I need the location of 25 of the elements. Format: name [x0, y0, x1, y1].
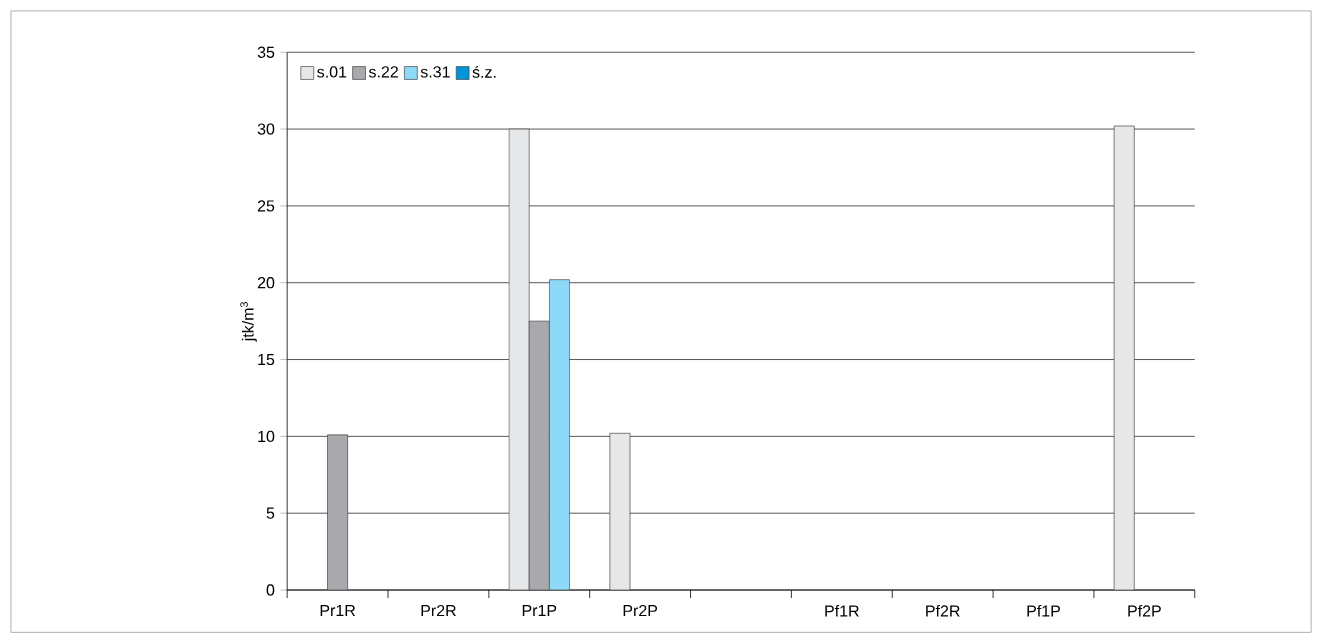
x-tick-label: Pf2P [1128, 604, 1161, 617]
y-tick-label: 15 [258, 353, 275, 365]
legend-label: s.31 [420, 66, 450, 78]
legend-label: s.01 [317, 66, 347, 78]
legend-label: ś.z. [472, 65, 496, 78]
y-tick-label: 20 [257, 276, 275, 289]
y-tick-label: 25 [257, 200, 275, 212]
x-tick-label: Pf1R [825, 604, 859, 617]
y-tick-label: 35 [257, 46, 275, 58]
y-tick-label: 5 [266, 507, 275, 519]
y-axis-title: jtk/m$^{3}$ [240, 301, 257, 342]
y-tick-label: 0 [266, 584, 275, 596]
bar [327, 434, 349, 590]
x-tick-label: Pf1P [1027, 604, 1060, 617]
x-tick-label: Pr1P [522, 604, 557, 616]
y-tick-label: 30 [257, 123, 275, 135]
bar [528, 320, 550, 590]
x-tick-label: Pr2P [623, 604, 658, 616]
x-tick-label: Pr2R [421, 604, 456, 616]
bar [1113, 125, 1135, 590]
x-tick-label: Pf2R [926, 604, 960, 617]
bar [508, 128, 530, 590]
y-tick-label: 10 [258, 430, 275, 442]
legend-label: s.22 [368, 66, 398, 78]
x-tick-label: Pr1R [320, 604, 356, 616]
